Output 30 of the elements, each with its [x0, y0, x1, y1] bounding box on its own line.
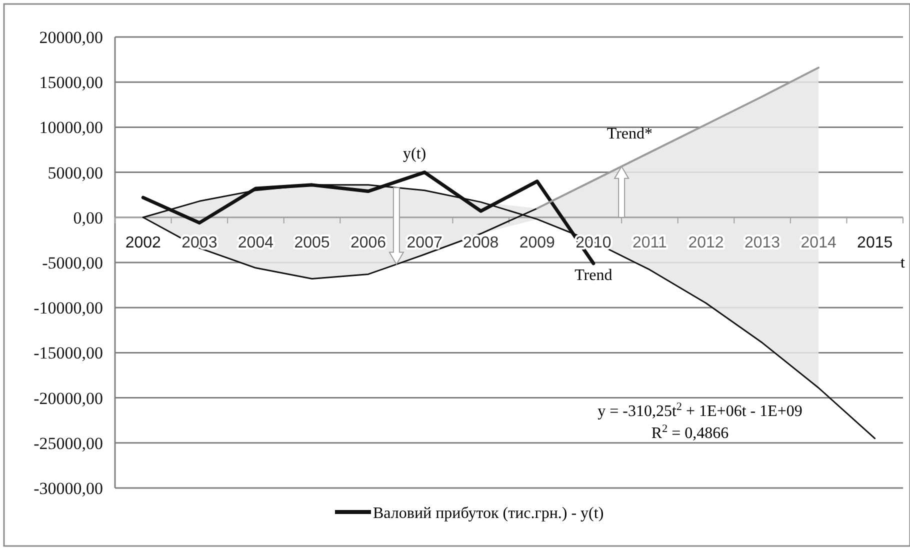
- x-tick-label: 2013: [744, 234, 780, 252]
- legend-label: Валовий прибуток (тис.грн.) - y(t): [373, 505, 604, 522]
- annotation: Trend: [574, 266, 612, 284]
- y-tick-label: -30000,00: [34, 479, 103, 498]
- x-tick-label: 2012: [688, 234, 724, 252]
- x-tick-label: 2006: [350, 234, 386, 252]
- x-tick-label: 2011: [632, 234, 668, 252]
- y-tick-label: 5000,00: [48, 163, 103, 182]
- x-tick-label: 2004: [238, 234, 274, 252]
- annotation: y(t): [403, 145, 426, 162]
- x-tick-label: 2008: [463, 234, 499, 252]
- x-tick-label: 2005: [294, 234, 330, 252]
- y-tick-label: 0,00: [73, 208, 103, 228]
- y-tick-label: -15000,00: [34, 344, 103, 363]
- annotation: y = -310,25t$^{2}$ + 1E+06t - 1E+09: [598, 400, 802, 420]
- x-axis-title: t: [900, 254, 906, 272]
- y-tick-label: 20000,00: [39, 28, 103, 47]
- x-tick-label: 2009: [519, 234, 556, 252]
- x-tick-label: 2002: [125, 234, 162, 252]
- x-tick-label: 2015: [857, 234, 893, 252]
- y-tick-label: 15000,00: [39, 73, 103, 92]
- y-tick-label: 10000,00: [39, 118, 103, 138]
- y-tick-label: -20000,00: [34, 388, 103, 408]
- y-tick-label: -25000,00: [34, 434, 103, 453]
- y-tick-label: -5000,00: [42, 254, 103, 272]
- annotation: Trend*: [606, 125, 653, 142]
- annotation: R$^{2}$ = 0,4866: [651, 422, 729, 442]
- x-tick-label: 2014: [800, 234, 836, 252]
- y-tick-label: -10000,00: [34, 298, 103, 318]
- x-tick-label: 2007: [406, 234, 442, 252]
